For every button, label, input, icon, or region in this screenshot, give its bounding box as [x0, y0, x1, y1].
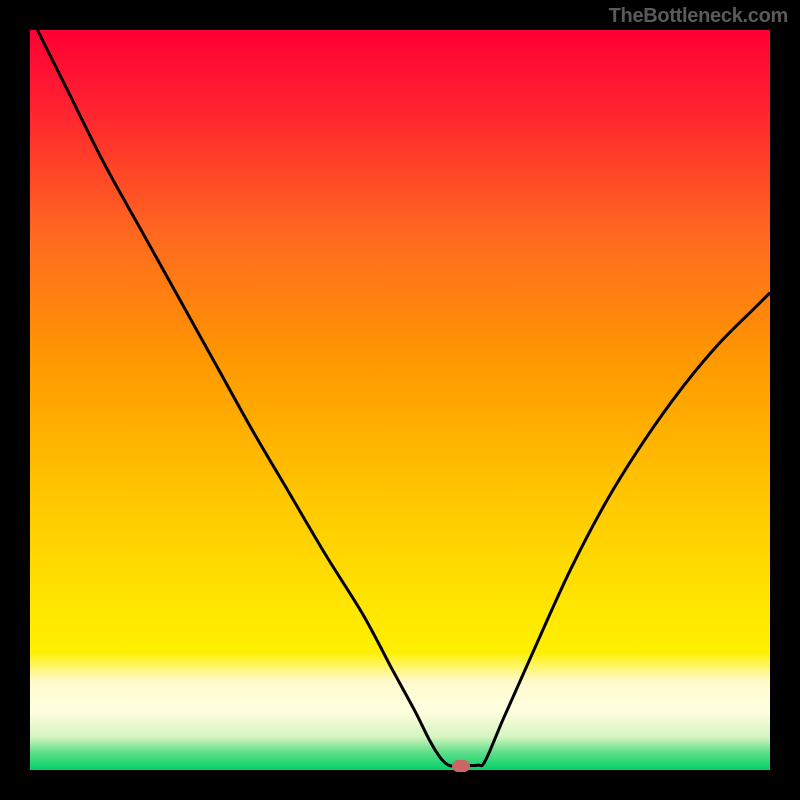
bottleneck-curve — [30, 30, 770, 770]
plot-area — [30, 30, 770, 770]
watermark-text: TheBottleneck.com — [609, 5, 788, 28]
curve-path — [37, 30, 770, 766]
optimum-marker — [452, 760, 470, 772]
chart-frame: TheBottleneck.com — [0, 0, 800, 800]
